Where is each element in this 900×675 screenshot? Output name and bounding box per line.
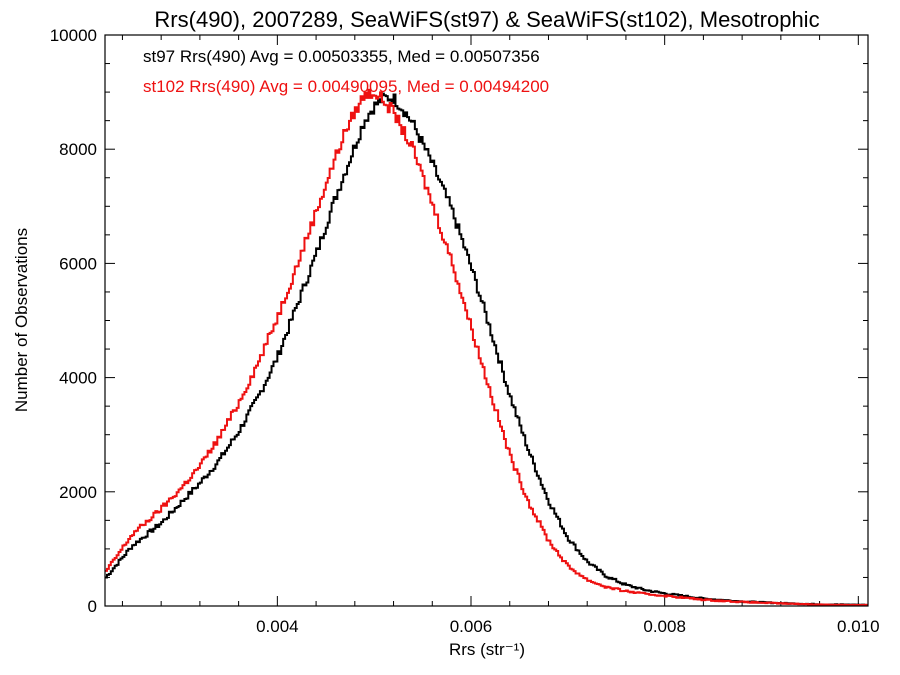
annotation-st102: st102 Rrs(490) Avg = 0.00490095, Med = 0… xyxy=(143,77,549,96)
x-tick-label: 0.006 xyxy=(450,617,493,636)
y-tick-label: 8000 xyxy=(59,140,97,159)
axis-ticks: 0.004 0.006 0.008 0.010 0 2000 4000 6000 8000 100… xyxy=(50,26,880,636)
plot-frame xyxy=(104,34,869,607)
y-tick-label: 0 xyxy=(88,597,97,616)
x-tick-label: 0.004 xyxy=(256,617,299,636)
y-axis-label-group: Number of Observations xyxy=(12,228,31,412)
series-st102-histogram xyxy=(105,88,868,607)
annotation-st97: st97 Rrs(490) Avg = 0.00503355, Med = 0.… xyxy=(143,47,540,66)
x-tick-label: 0.010 xyxy=(837,617,880,636)
y-tick-label: 2000 xyxy=(59,483,97,502)
y-tick-label: 10000 xyxy=(50,26,97,45)
chart-title: Rrs(490), 2007289, SeaWiFS(st97) & SeaWi… xyxy=(154,7,819,32)
y-tick-label: 4000 xyxy=(59,369,97,388)
y-axis-label: Number of Observations xyxy=(12,228,31,412)
series-layer xyxy=(105,88,868,607)
x-tick-label: 0.008 xyxy=(643,617,686,636)
series-st97-histogram xyxy=(105,92,868,607)
y-tick-label: 6000 xyxy=(59,254,97,273)
x-axis-label: Rrs (str⁻¹) xyxy=(449,640,525,659)
